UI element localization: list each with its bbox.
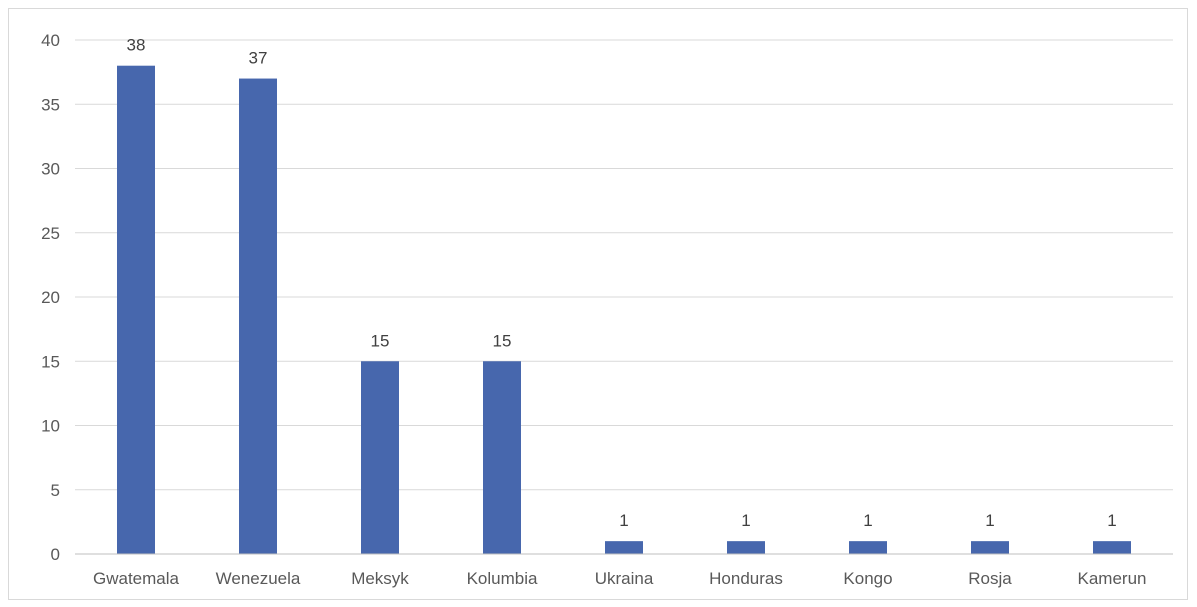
chart-frame: 0 5 10 15 20 25 30 35 40 38 37 15 15 1 1 1 1 1 Gwatemala… xyxy=(8,8,1188,600)
data-label: 1 xyxy=(619,511,628,530)
data-label: 1 xyxy=(985,511,994,530)
bar xyxy=(483,361,521,554)
data-label: 38 xyxy=(127,36,146,55)
data-label: 1 xyxy=(863,511,872,530)
x-tick-label: Kongo xyxy=(843,569,892,588)
data-labels: 38 37 15 15 1 1 1 1 1 xyxy=(127,36,1117,530)
bar xyxy=(361,361,399,554)
bar xyxy=(1093,541,1131,554)
bar xyxy=(605,541,643,554)
x-tick-label: Meksyk xyxy=(351,569,409,588)
y-tick-label: 40 xyxy=(41,31,60,50)
x-tick-label: Wenezuela xyxy=(216,569,301,588)
x-tick-label: Kamerun xyxy=(1078,569,1147,588)
x-tick-label: Ukraina xyxy=(595,569,654,588)
x-tick-label: Honduras xyxy=(709,569,783,588)
bar xyxy=(727,541,765,554)
bar-chart: 0 5 10 15 20 25 30 35 40 38 37 15 15 1 1 1 1 1 Gwatemala… xyxy=(41,31,1173,588)
x-tick-label: Gwatemala xyxy=(93,569,180,588)
bar xyxy=(849,541,887,554)
y-tick-label: 0 xyxy=(51,545,60,564)
y-tick-label: 5 xyxy=(51,481,60,500)
bar xyxy=(971,541,1009,554)
data-label: 37 xyxy=(249,49,268,68)
y-tick-label: 20 xyxy=(41,288,60,307)
x-tick-label: Rosja xyxy=(968,569,1012,588)
y-tick-label: 30 xyxy=(41,160,60,179)
bars xyxy=(117,65,1131,555)
x-tick-label: Kolumbia xyxy=(467,569,538,588)
x-axis-ticks: Gwatemala Wenezuela Meksyk Kolumbia Ukraina H… xyxy=(93,569,1146,588)
data-label: 15 xyxy=(493,331,512,350)
data-label: 15 xyxy=(371,331,390,350)
bar xyxy=(239,78,277,555)
bar xyxy=(117,65,155,554)
y-tick-label: 15 xyxy=(41,352,60,371)
y-tick-label: 25 xyxy=(41,224,60,243)
data-label: 1 xyxy=(1107,511,1116,530)
y-tick-label: 10 xyxy=(41,417,60,436)
y-tick-label: 35 xyxy=(41,95,60,114)
y-axis-ticks: 0 5 10 15 20 25 30 35 40 xyxy=(41,31,60,564)
data-label: 1 xyxy=(741,511,750,530)
